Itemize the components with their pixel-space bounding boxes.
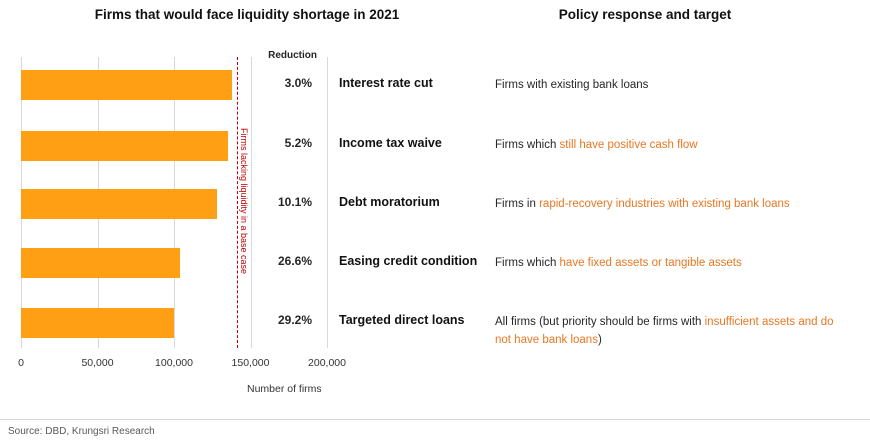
target-text: ) <box>597 334 602 346</box>
x-tick: 150,000 <box>231 357 270 369</box>
target-highlight-text: insufficient assets and do not have bank… <box>495 316 834 346</box>
policy-name: Debt moratorium <box>339 195 440 209</box>
reduction-value: 3.0% <box>284 76 312 90</box>
policy-name: Easing credit condition <box>339 254 478 268</box>
policy-panel-title: Policy response and target <box>558 7 732 22</box>
target-text: Firms which <box>495 257 560 269</box>
reduction-value: 26.6% <box>277 254 312 268</box>
bar-debt-moratorium <box>21 189 217 219</box>
bar-chart-plot-area <box>21 57 328 348</box>
bar-targeted-direct-loans <box>21 308 174 338</box>
x-tick: 200,000 <box>308 357 346 369</box>
policy-name: Interest rate cut <box>339 76 433 90</box>
policy-target: Firms in rapid-recovery industries with … <box>495 195 843 213</box>
policy-target: Firms which have fixed assets or tangibl… <box>495 254 843 272</box>
target-text: Firms in <box>495 198 540 210</box>
bar-easing-credit-condition <box>21 248 181 278</box>
reduction-value: 10.1% <box>277 195 312 209</box>
bar-income-tax-waive <box>21 131 228 161</box>
policy-target: Firms with existing bank loans <box>495 76 843 94</box>
policy-name: Targeted direct loans <box>339 313 465 327</box>
x-axis-label: Number of firms <box>247 383 322 395</box>
footer-divider <box>0 419 870 420</box>
x-tick: 50,000 <box>81 357 114 369</box>
reduction-column-header: Reduction <box>268 50 317 61</box>
reduction-value: 29.2% <box>277 313 312 327</box>
gridline-150000 <box>250 57 252 348</box>
target-text: Firms which <box>495 139 560 151</box>
source-note: Source: DBD, Krungsri Research <box>8 426 155 437</box>
x-axis-ticks: 0 50,000 100,000 150,000 200,000 <box>18 357 346 371</box>
target-text: Firms with existing bank loans <box>495 79 649 91</box>
policy-target: Firms which still have positive cash flo… <box>495 136 843 154</box>
base-case-line-label: Firms lacking liquidity in a base case <box>239 128 249 275</box>
x-tick: 100,000 <box>155 357 193 369</box>
target-highlight-text: rapid-recovery industries with existing … <box>539 198 790 210</box>
target-highlight-text: have fixed assets or tangible assets <box>559 257 742 269</box>
policy-name: Income tax waive <box>339 136 442 150</box>
bar-interest-rate-cut <box>21 70 233 100</box>
x-tick: 0 <box>18 357 24 369</box>
base-case-dashed-line <box>236 57 238 348</box>
target-highlight-text: still have positive cash flow <box>559 139 698 151</box>
chart-title: Firms that would face liquidity shortage… <box>94 7 400 22</box>
gridline-200000 <box>327 57 328 348</box>
policy-target: All firms (but priority should be firms … <box>495 313 843 349</box>
reduction-value: 5.2% <box>284 136 312 150</box>
target-text: All firms (but priority should be firms … <box>495 316 705 328</box>
